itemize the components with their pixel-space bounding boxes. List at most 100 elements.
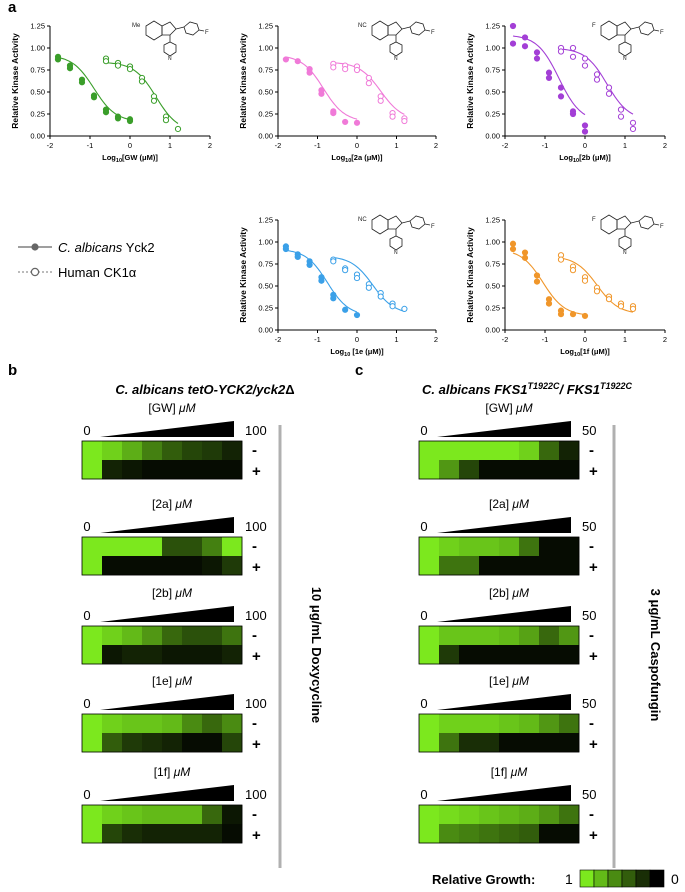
data-point-ck1 [581,277,589,284]
data-point-ck1 [593,71,601,78]
growth-cell [499,733,520,753]
y-tick-label: 0.75 [485,260,500,269]
growth-cell [519,645,540,665]
row-label-plus: + [589,648,598,665]
fluoro-label: F [660,30,664,36]
n-label: N [623,56,627,62]
growth-cell [82,805,103,825]
y-tick-label: 1.00 [258,44,273,53]
ring-a [145,20,163,41]
conc-max-label: 100 [245,696,267,711]
data-point-yck2 [114,115,122,122]
growth-cell [122,537,143,557]
conc-zero-label: 0 [420,519,427,534]
ring-b [387,215,403,230]
x-axis-label: Log10[2a (μM)] [331,153,383,164]
data-point-yck2 [66,65,74,72]
growth-cell [202,645,223,665]
growth-cell [559,733,580,753]
growth-cell [439,824,460,844]
compound-label: [GW] μM [148,401,195,415]
fluoro-label: F [431,224,435,230]
row-label-plus: + [589,559,598,576]
conc-zero-label: 0 [83,423,90,438]
y-tick-label: 0.50 [485,88,500,97]
row-label-minus: - [589,538,594,555]
x-tick-label: 0 [128,141,132,150]
growth-cell [479,626,500,646]
heatmap-block: [1e] μM 0 50 - + [418,674,598,753]
x-tick-label: 1 [168,141,172,150]
growth-cell [499,441,520,461]
growth-cell [122,733,143,753]
x-tick-label: -1 [542,335,549,344]
heatmap-block: [1f] μM 0 50 - + [418,765,598,844]
bond [424,29,431,32]
growth-cell [182,733,203,753]
growth-cell [142,733,163,753]
growth-cell [519,441,540,461]
row-label-minus: - [252,627,257,644]
conc-max-label: 50 [582,423,596,438]
growth-cell [202,556,223,576]
growth-cell [142,556,163,576]
growth-cell [122,441,143,461]
growth-cell [539,441,560,461]
data-point-ck1 [605,84,613,91]
bond [401,26,411,30]
growth-cell [539,460,560,480]
growth-cell [82,441,103,461]
row-label-plus: + [252,559,261,576]
condition-label: 10 μg/mL Doxycycline [309,587,324,723]
growth-cell [499,537,520,557]
n-label: N [394,56,398,62]
structure-drawing: F N F [592,20,664,62]
data-point-ck1 [617,106,625,113]
heatmap-border [81,440,243,480]
growth-cell [162,824,183,844]
concentration-wedge [100,694,234,710]
conc-max-label: 100 [245,608,267,623]
growth-cell [222,626,243,646]
growth-cell [459,626,480,646]
x-tick-label: 2 [434,335,438,344]
bond [653,29,660,32]
y-tick-label: 0.00 [485,326,500,335]
growth-cell [222,556,243,576]
data-point-yck2 [533,55,541,62]
growth-cell [519,537,540,557]
ring-b [387,21,403,36]
conc-max-label: 100 [245,519,267,534]
y-tick-label: 0.25 [485,110,500,119]
x-tick-label: 1 [623,335,627,344]
growth-cell [559,824,580,844]
data-point-ck1 [365,284,372,291]
x-tick-label: 0 [583,335,587,344]
growth-cell [182,556,203,576]
growth-cell [162,537,183,557]
x-axis-label: Log10[2b (μM)] [559,153,611,164]
y-tick-label: 1.00 [258,238,273,247]
x-tick-label: -2 [275,141,282,150]
y-tick-label: 1.25 [485,22,500,31]
y-tick-label: 0.00 [485,132,500,141]
growth-cell [439,556,460,576]
data-point-yck2 [545,300,553,307]
ring-b [616,215,632,230]
heatmap-border [81,625,243,665]
compound-label: [1f] μM [491,765,528,779]
data-point-ck1 [114,62,122,69]
data-point-ck1 [389,303,396,310]
growth-cell [182,714,203,734]
growth-cell [82,733,103,753]
heatmap-block: [2b] μM 0 100 - + [81,586,267,665]
data-point-ck1 [150,97,158,104]
growth-cell [459,537,480,557]
growth-cell [162,805,183,825]
growth-cell [559,626,580,646]
growth-cell [439,460,460,480]
growth-cell [419,626,440,646]
growth-cell [559,714,580,734]
data-point-yck2 [54,56,62,63]
growth-cell [142,441,163,461]
